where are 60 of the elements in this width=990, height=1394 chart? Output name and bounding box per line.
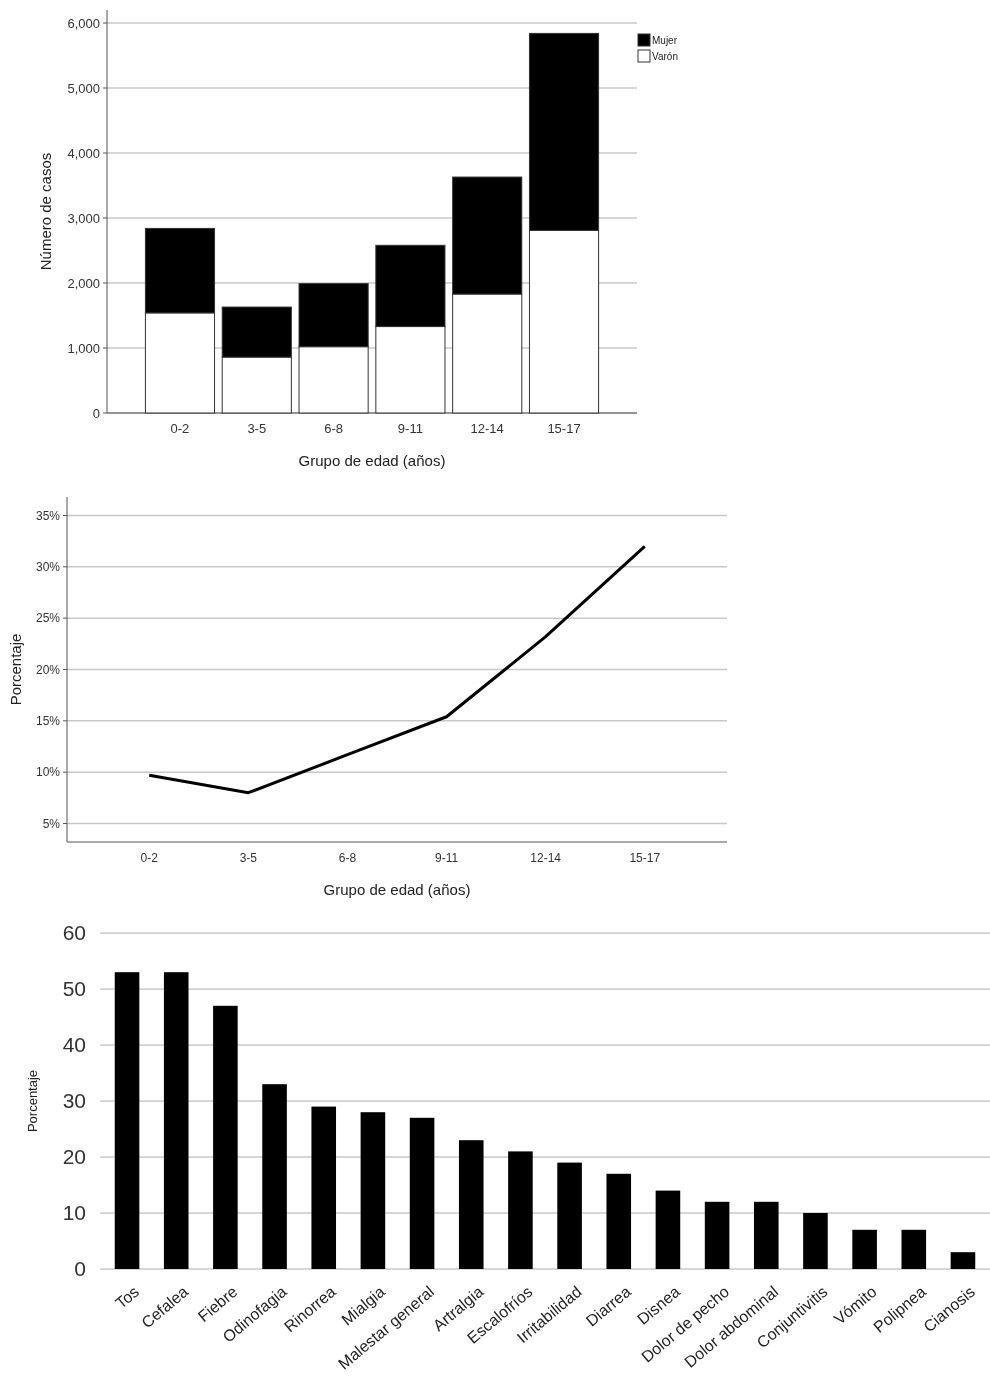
x-tick-label: 0-2: [170, 421, 190, 436]
bar: [704, 1201, 730, 1269]
legend-label: Mujer: [652, 34, 678, 46]
x-tick-label: 3-5: [239, 851, 258, 865]
x-tick-label: 15-17: [629, 851, 661, 865]
bar: [655, 1190, 681, 1269]
y-tick-label: 30: [62, 1089, 86, 1113]
y-axis-title: Porcentaje: [25, 1069, 40, 1133]
y-axis-title: Número de casos: [37, 152, 54, 271]
y-tick-label: 20%: [35, 662, 61, 677]
y-tick-label: 40: [62, 1033, 86, 1057]
y-tick-label: 15%: [35, 714, 61, 729]
bar: [114, 972, 140, 1269]
x-tick-label: 12-14: [470, 421, 504, 436]
y-tick-label: 2,000: [67, 275, 100, 291]
bar: [311, 1106, 337, 1269]
bar: [409, 1117, 435, 1269]
bar: [803, 1213, 828, 1269]
y-tick-label: 5%: [42, 816, 61, 831]
bar: [606, 1173, 632, 1269]
y-axis-title: Porcentaje: [7, 633, 24, 706]
y-tick-label: 5,000: [67, 80, 100, 96]
y-tick-label: 50: [62, 977, 86, 1001]
bar: [753, 1201, 779, 1269]
y-tick-label: 25%: [35, 611, 61, 626]
bar: [163, 972, 189, 1269]
y-tick-label: 3,000: [67, 210, 100, 226]
y-tick-label: 10%: [35, 765, 61, 780]
y-tick-label: 6,000: [67, 15, 100, 31]
x-tick-label: 15-17: [547, 421, 581, 436]
x-tick-label: 3-5: [247, 421, 267, 436]
y-tick-label: 60: [62, 921, 86, 945]
x-tick-label: 12-14: [530, 851, 562, 865]
x-tick-label: 9-11: [434, 851, 459, 865]
line-series: [147, 544, 647, 795]
bar: [950, 1252, 976, 1269]
y-tick-label: 35%: [35, 508, 61, 523]
x-axis-title: Grupo de edad (años): [323, 881, 471, 898]
bar: [557, 1162, 582, 1269]
x-tick-label: 6-8: [338, 851, 357, 865]
legend-label: Varón: [652, 50, 678, 62]
x-tick-label: 6-8: [324, 421, 343, 436]
y-tick-label: 10: [62, 1201, 86, 1225]
y-tick-label: 1,000: [67, 340, 100, 356]
y-tick-label: 0: [92, 405, 100, 421]
x-axis-title: Grupo de edad (años): [298, 452, 446, 469]
y-tick-label: 20: [62, 1145, 86, 1169]
bar: [458, 1140, 484, 1269]
bar: [852, 1229, 877, 1269]
bar: [360, 1112, 386, 1269]
x-tick-label: 9-11: [397, 421, 423, 436]
bar: [508, 1151, 533, 1269]
x-tick-label: 0-2: [140, 851, 159, 865]
y-tick-label: 30%: [35, 560, 61, 575]
y-tick-label: 4,000: [67, 145, 100, 161]
bar: [901, 1229, 927, 1269]
y-tick-label: 0: [74, 1257, 86, 1281]
bar: [213, 1005, 238, 1269]
bar: [262, 1084, 287, 1269]
x-tick-label: Tos: [112, 1282, 143, 1312]
